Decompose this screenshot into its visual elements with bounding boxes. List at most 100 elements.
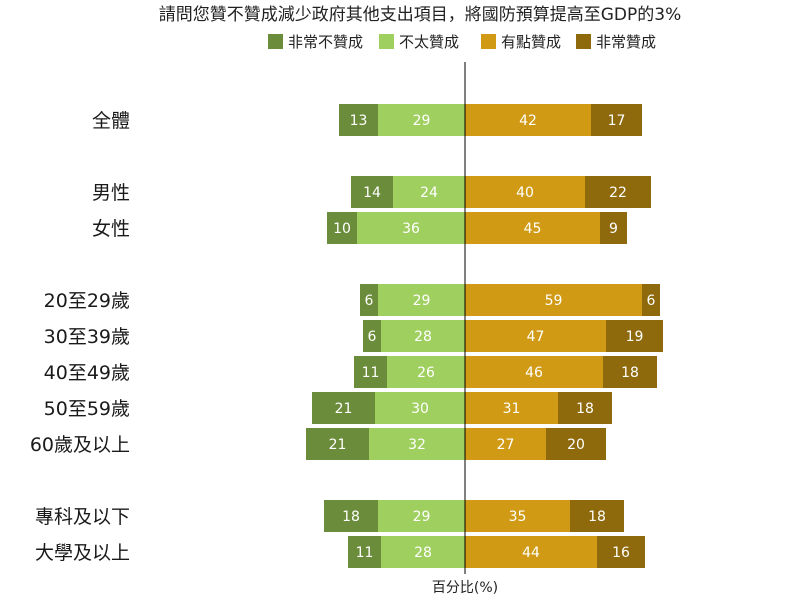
data-label: 46	[525, 365, 543, 381]
data-label: 18	[621, 365, 639, 381]
bar-row: 36 10 45 9	[327, 212, 627, 244]
bar-segment	[465, 536, 597, 568]
bar-row: 24 14 40 22	[351, 176, 651, 208]
data-label: 18	[342, 509, 360, 525]
x-axis-label: 百分比(%)	[432, 580, 498, 596]
bar-segment	[360, 284, 378, 316]
data-label: 18	[588, 509, 606, 525]
data-label: 31	[503, 401, 521, 417]
data-label: 29	[413, 293, 431, 309]
data-label: 11	[356, 545, 374, 561]
category-label: 全體	[92, 110, 130, 132]
bar-segment	[324, 500, 378, 532]
data-label: 30	[411, 401, 429, 417]
bar-segment	[465, 176, 585, 208]
legend-swatch	[379, 34, 394, 49]
bar-segment	[597, 536, 645, 568]
data-label: 40	[516, 185, 534, 201]
data-label: 28	[414, 545, 432, 561]
data-label: 6	[368, 329, 377, 345]
bar-segment	[327, 212, 357, 244]
data-label: 26	[417, 365, 435, 381]
bar-segment	[558, 392, 612, 424]
category-label: 20至29歲	[44, 290, 130, 312]
bar-segment	[357, 212, 465, 244]
bar-segment	[570, 500, 624, 532]
data-label: 13	[350, 113, 368, 129]
data-label: 20	[567, 437, 585, 453]
category-label: 大學及以上	[35, 542, 130, 564]
bar-segment	[600, 212, 627, 244]
bar-segment	[375, 392, 465, 424]
bar-segment	[465, 320, 606, 352]
data-label: 24	[420, 185, 438, 201]
bar-segment	[378, 500, 465, 532]
bar-segment	[363, 320, 381, 352]
category-label: 40至49歲	[44, 362, 130, 384]
bar-row: 29 18 35 18	[324, 500, 624, 532]
category-label: 30至39歲	[44, 326, 130, 348]
bar-segment	[351, 176, 393, 208]
data-label: 36	[402, 221, 420, 237]
bar-segment	[378, 104, 465, 136]
data-label: 10	[333, 221, 351, 237]
bar-segment	[312, 392, 375, 424]
bar-segment	[387, 356, 465, 388]
data-label: 21	[335, 401, 353, 417]
bar-segment	[381, 320, 465, 352]
legend-label: 不太贊成	[399, 33, 459, 51]
bar-segment	[339, 104, 378, 136]
bar-row: 32 21 27 20	[306, 428, 606, 460]
data-label: 32	[408, 437, 426, 453]
data-label: 45	[524, 221, 542, 237]
category-label: 專科及以下	[35, 506, 130, 528]
category-label: 60歲及以上	[30, 434, 130, 456]
bar-segment	[465, 212, 600, 244]
bars: 29 13 42 17 24 14 40 22 36 10 45 9 29 6 59 6 28 6 47 19 26 11…	[306, 104, 663, 568]
bar-segment	[354, 356, 387, 388]
bar-row: 28 11 44 16	[348, 536, 645, 568]
data-label: 19	[626, 329, 644, 345]
legend-label: 有點贊成	[501, 33, 561, 51]
data-label: 21	[329, 437, 347, 453]
bar-segment	[606, 320, 663, 352]
data-label: 42	[519, 113, 537, 129]
bar-segment	[369, 428, 465, 460]
data-label: 18	[576, 401, 594, 417]
legend-swatch	[268, 34, 283, 49]
bar-segment	[393, 176, 465, 208]
data-label: 29	[413, 113, 431, 129]
bar-segment	[465, 356, 603, 388]
data-label: 29	[413, 509, 431, 525]
bar-segment	[465, 284, 642, 316]
bar-segment	[381, 536, 465, 568]
legend: 非常不贊成 不太贊成 有點贊成 非常贊成	[268, 33, 656, 51]
bar-segment	[465, 428, 546, 460]
bar-row: 26 11 46 18	[354, 356, 657, 388]
bar-segment	[465, 500, 570, 532]
category-label: 50至59歲	[44, 398, 130, 420]
category-label: 男性	[92, 182, 130, 204]
legend-swatch	[576, 34, 591, 49]
bar-segment	[603, 356, 657, 388]
bar-row: 29 6 59 6	[360, 284, 660, 316]
data-label: 27	[497, 437, 515, 453]
data-label: 47	[527, 329, 545, 345]
bar-segment	[585, 176, 651, 208]
legend-label: 非常贊成	[596, 33, 656, 51]
legend-swatch	[481, 34, 496, 49]
data-label: 59	[545, 293, 563, 309]
data-label: 35	[509, 509, 527, 525]
data-label: 9	[609, 221, 618, 237]
bar-segment	[642, 284, 660, 316]
data-label: 16	[612, 545, 630, 561]
bar-row: 29 13 42 17	[339, 104, 642, 136]
bar-segment	[591, 104, 642, 136]
data-label: 6	[647, 293, 656, 309]
data-label: 14	[363, 185, 381, 201]
data-label: 22	[609, 185, 627, 201]
bar-segment	[465, 392, 558, 424]
category-label: 女性	[92, 218, 130, 240]
